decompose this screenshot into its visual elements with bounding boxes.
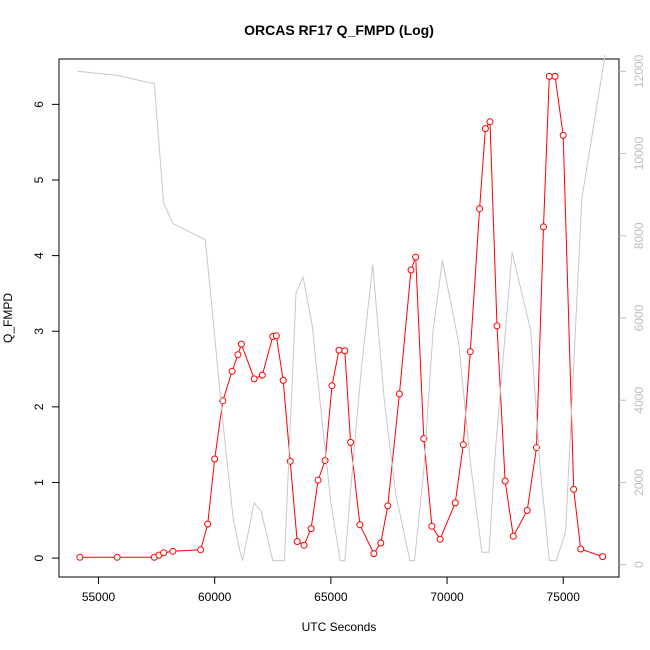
data-point bbox=[559, 131, 567, 139]
data-point bbox=[509, 532, 517, 540]
chart-title: ORCAS RF17 Q_FMPD (Log) bbox=[244, 22, 434, 38]
data-point bbox=[377, 539, 385, 547]
data-point bbox=[307, 525, 315, 533]
y-tick-label: 0 bbox=[32, 554, 46, 561]
data-point bbox=[540, 223, 547, 231]
plot-area bbox=[76, 54, 607, 562]
data-point bbox=[347, 438, 355, 446]
data-point bbox=[523, 507, 531, 514]
data-point bbox=[428, 522, 436, 530]
data-point bbox=[228, 367, 236, 375]
data-point bbox=[459, 441, 467, 449]
data-point bbox=[412, 253, 420, 261]
x-axis: 55000 60000 65000 70000 75000 bbox=[82, 577, 580, 604]
series-line-right-axis bbox=[77, 54, 606, 562]
y2-tick-label: 8000 bbox=[632, 222, 646, 249]
data-point bbox=[314, 476, 322, 484]
y2-tick-label: 6000 bbox=[632, 304, 646, 331]
data-point bbox=[545, 72, 553, 80]
y-axis-right: 0 2000 4000 6000 8000 10000 12000 bbox=[619, 54, 646, 568]
x-tick-label: 55000 bbox=[82, 590, 116, 604]
data-point bbox=[211, 455, 219, 463]
data-point bbox=[300, 541, 308, 549]
data-point bbox=[335, 346, 343, 354]
y-axis-label: Q_FMPD bbox=[1, 293, 15, 343]
data-point bbox=[293, 538, 301, 545]
data-point bbox=[113, 553, 121, 561]
data-point bbox=[570, 485, 578, 493]
data-point bbox=[237, 340, 245, 348]
data-point bbox=[341, 347, 349, 355]
data-point bbox=[169, 547, 177, 555]
data-point bbox=[533, 444, 540, 452]
y2-tick-label: 0 bbox=[632, 561, 646, 568]
data-point bbox=[384, 502, 392, 510]
y2-tick-label: 12000 bbox=[632, 54, 646, 88]
y-tick-label: 1 bbox=[32, 479, 46, 486]
y-axis-left: 0 1 2 3 4 5 6 bbox=[32, 101, 59, 561]
x-axis-label: UTC Seconds bbox=[302, 620, 377, 634]
data-point bbox=[321, 457, 329, 464]
x-tick-label: 65000 bbox=[314, 590, 348, 604]
data-point bbox=[551, 72, 559, 80]
data-point bbox=[577, 545, 585, 553]
data-point bbox=[160, 549, 168, 557]
x-tick-label: 75000 bbox=[547, 590, 581, 604]
data-point bbox=[476, 205, 484, 213]
y-tick-label: 3 bbox=[32, 328, 46, 335]
data-point bbox=[356, 521, 364, 529]
series-line-left-axis bbox=[79, 75, 603, 558]
y2-tick-label: 4000 bbox=[632, 387, 646, 414]
data-point bbox=[370, 550, 378, 558]
data-point bbox=[407, 266, 415, 274]
data-point bbox=[493, 322, 501, 330]
y-tick-label: 6 bbox=[32, 101, 46, 108]
y-tick-label: 4 bbox=[32, 252, 46, 259]
data-point bbox=[481, 125, 489, 133]
data-point bbox=[279, 376, 287, 384]
data-point bbox=[250, 375, 258, 383]
data-point bbox=[328, 382, 336, 390]
data-point bbox=[466, 348, 474, 356]
plot-frame bbox=[58, 58, 620, 578]
data-point bbox=[486, 118, 494, 126]
data-point bbox=[258, 371, 266, 379]
data-point bbox=[197, 546, 205, 554]
data-point bbox=[501, 477, 509, 485]
x-tick-label: 60000 bbox=[198, 590, 232, 604]
y-tick-label: 2 bbox=[32, 403, 46, 410]
data-point bbox=[234, 351, 242, 359]
data-point bbox=[76, 553, 84, 561]
data-point bbox=[436, 535, 444, 543]
data-point bbox=[599, 553, 607, 561]
data-point bbox=[286, 457, 294, 465]
data-point bbox=[272, 332, 280, 340]
data-point bbox=[395, 390, 403, 398]
data-point bbox=[451, 499, 459, 507]
y2-tick-label: 2000 bbox=[632, 469, 646, 496]
y2-tick-label: 10000 bbox=[632, 137, 646, 171]
data-point bbox=[204, 520, 212, 528]
x-tick-label: 70000 bbox=[430, 590, 464, 604]
y-tick-label: 5 bbox=[32, 176, 46, 183]
